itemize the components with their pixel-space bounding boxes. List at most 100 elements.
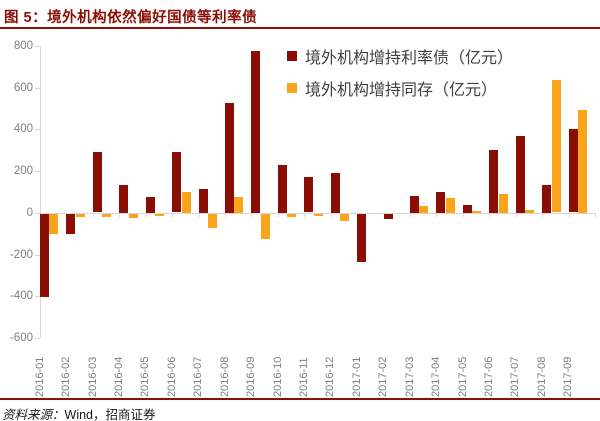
bar-ncd-2016-06 <box>182 192 191 213</box>
bar-ncd-2017-06 <box>499 194 508 213</box>
y-tick-label: 200 <box>13 165 33 178</box>
bar-rate-bond-2017-04 <box>436 192 445 213</box>
bar-rate-bond-2017-02 <box>384 214 393 219</box>
x-tick-mark <box>331 213 332 217</box>
x-axis-label: 2017-03 <box>403 356 416 397</box>
legend: 境外机构增持利率债（亿元） 境外机构增持同存（亿元） <box>287 44 513 108</box>
x-tick-mark <box>595 213 596 217</box>
bar-ncd-2016-09 <box>261 214 270 239</box>
x-axis-label: 2016-10 <box>271 356 284 397</box>
bar-rate-bond-2017-09 <box>569 129 578 212</box>
x-tick-mark <box>199 213 200 217</box>
source-note: 资料来源：Wind，招商证券 <box>2 404 156 421</box>
x-axis-label: 2016-11 <box>298 357 310 397</box>
x-axis-label: 2017-05 <box>456 356 469 397</box>
x-tick-mark <box>119 213 120 217</box>
source-value: Wind，招商证券 <box>64 408 156 421</box>
x-axis-label: 2017-08 <box>535 356 548 397</box>
x-axis-label: 2017-06 <box>483 356 495 397</box>
x-tick-mark <box>542 213 543 217</box>
bar-rate-bond-2016-10 <box>278 165 287 213</box>
y-tick-mark <box>35 46 40 47</box>
bar-ncd-2016-03 <box>102 214 111 217</box>
y-tick-label: 600 <box>13 81 33 94</box>
bar-ncd-2016-12 <box>340 214 349 221</box>
y-tick-mark <box>35 255 40 256</box>
y-tick-mark <box>35 338 40 339</box>
bar-chart: 800 600 400 200 0 -200 -400 -600 2016-01 2016-02 2… <box>0 32 600 398</box>
bar-rate-bond-2016-05 <box>146 197 155 213</box>
source-label: 资料来源： <box>2 408 65 421</box>
legend-label-ncd: 境外机构增持同存（亿元） <box>305 82 498 99</box>
x-axis-label: 2017-02 <box>377 356 390 397</box>
x-tick-mark <box>463 213 464 217</box>
y-tick-label: 400 <box>13 123 33 136</box>
y-tick-mark <box>35 213 40 214</box>
y-tick-mark <box>35 171 40 172</box>
figure-title: 图 5：境外机构依然偏好国债等利率债 <box>4 10 258 26</box>
bar-rate-bond-2016-07 <box>199 189 208 213</box>
bar-rate-bond-2016-06 <box>172 152 181 212</box>
source-bar: 资料来源：Wind，招商证券 <box>0 398 600 421</box>
bar-ncd-2017-05 <box>472 211 481 213</box>
legend-item-ncd: 境外机构增持同存（亿元） <box>287 76 513 100</box>
y-tick-label: -600 <box>9 332 33 344</box>
x-tick-mark <box>516 213 517 217</box>
bar-ncd-2016-04 <box>129 214 138 218</box>
legend-item-rate-bond: 境外机构增持利率债（亿元） <box>287 44 513 68</box>
bar-rate-bond-2016-01 <box>40 214 49 297</box>
x-tick-mark <box>251 213 252 217</box>
legend-marker-ncd-icon <box>287 83 297 93</box>
bar-rate-bond-2017-08 <box>542 185 551 213</box>
zero-line <box>40 213 595 214</box>
bar-rate-bond-2017-06 <box>489 150 498 213</box>
x-tick-mark <box>410 213 411 217</box>
bar-ncd-2016-08 <box>234 197 243 213</box>
bar-ncd-2017-03 <box>419 206 428 213</box>
x-tick-mark <box>93 213 94 217</box>
x-axis-label: 2017-01 <box>350 356 363 397</box>
bar-rate-bond-2017-05 <box>463 205 472 213</box>
bar-ncd-2016-07 <box>208 214 217 228</box>
x-axis-label: 2017-07 <box>509 356 522 397</box>
bar-ncd-2016-01 <box>49 214 58 234</box>
bar-rate-bond-2017-07 <box>516 136 525 213</box>
x-axis-label: 2016-12 <box>324 356 337 397</box>
bar-rate-bond-2016-09 <box>251 51 260 213</box>
bar-ncd-2016-05 <box>155 214 164 216</box>
x-axis-label: 2016-06 <box>165 356 178 397</box>
x-axis-label: 2017-09 <box>562 356 575 397</box>
legend-marker-rate-bond-icon <box>287 51 297 61</box>
x-axis-label: 2016-02 <box>60 356 73 397</box>
x-axis-label: 2016-09 <box>245 356 258 397</box>
bar-rate-bond-2017-01 <box>357 214 366 262</box>
x-axis-label: 2017-04 <box>430 356 443 397</box>
x-tick-mark <box>278 213 279 217</box>
bar-ncd-2017-04 <box>446 198 455 213</box>
x-axis-label: 2016-07 <box>192 356 205 397</box>
y-axis-line <box>40 46 41 338</box>
x-tick-mark <box>146 213 147 217</box>
x-tick-mark <box>569 213 570 217</box>
bar-ncd-2016-10 <box>287 214 296 217</box>
x-tick-mark <box>489 213 490 217</box>
x-axis-label: 2016-04 <box>113 356 125 397</box>
y-tick-label: -400 <box>9 290 33 303</box>
y-tick-mark <box>35 88 40 89</box>
x-axis-label: 2016-01 <box>33 356 46 397</box>
bar-ncd-2017-07 <box>525 210 534 213</box>
bar-rate-bond-2017-03 <box>410 196 419 213</box>
bar-ncd-2016-11 <box>314 214 323 216</box>
x-axis-label: 2016-08 <box>218 356 231 397</box>
bar-rate-bond-2016-08 <box>225 103 234 213</box>
y-tick-label: -200 <box>9 248 33 261</box>
x-tick-mark <box>225 213 226 217</box>
x-tick-mark <box>172 213 173 217</box>
bar-rate-bond-2016-02 <box>66 214 75 234</box>
x-axis-label: 2016-03 <box>86 356 99 397</box>
bar-ncd-2017-08 <box>552 80 561 212</box>
x-axis-label: 2016-05 <box>139 356 152 397</box>
y-tick-mark <box>35 296 40 297</box>
bar-rate-bond-2016-11 <box>304 177 313 212</box>
